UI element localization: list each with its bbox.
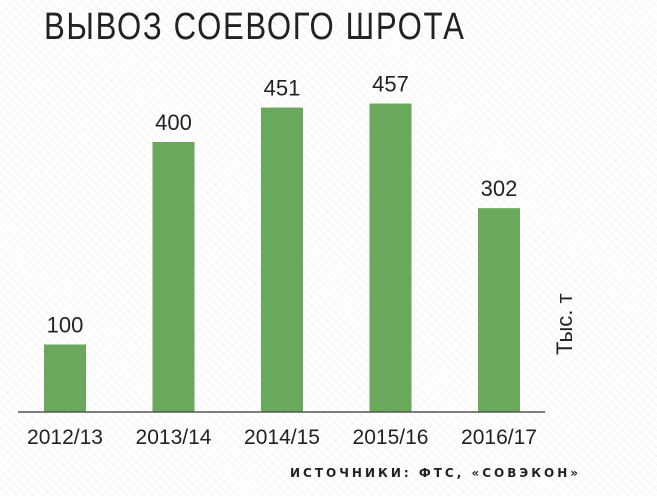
bar-2016/17 <box>478 208 520 412</box>
chart-title: ВЫВОЗ СОЕВОГО ШРОТА <box>44 6 466 48</box>
tick-label-2012/13: 2012/13 <box>27 426 103 449</box>
y-axis-unit-label: Тыс. т <box>552 293 577 355</box>
value-label-2016/17: 302 <box>481 176 518 201</box>
value-labels-group: 100 400 451 457 302 <box>47 72 518 338</box>
bar-2015/16 <box>369 103 412 413</box>
value-label-2014/15: 451 <box>264 76 301 101</box>
value-label-2013/14: 400 <box>155 110 192 135</box>
tick-label-2016/17: 2016/17 <box>461 426 537 449</box>
bar-2012/13 <box>44 344 86 412</box>
value-label-2015/16: 457 <box>372 72 409 97</box>
bars-group <box>44 103 520 413</box>
tick-label-2013/14: 2013/14 <box>136 426 212 449</box>
source-note: ИСТОЧНИКИ: ФТС, «СОВЭКОН» <box>290 466 581 480</box>
bar-2014/15 <box>261 107 303 412</box>
value-label-2012/13: 100 <box>47 313 84 338</box>
tick-label-2015/16: 2015/16 <box>353 426 429 449</box>
tick-label-2014/15: 2014/15 <box>244 426 320 449</box>
tick-labels-group: 2012/13 2013/14 2014/15 2015/16 2016/17 <box>27 426 537 449</box>
bar-2013/14 <box>152 142 195 412</box>
